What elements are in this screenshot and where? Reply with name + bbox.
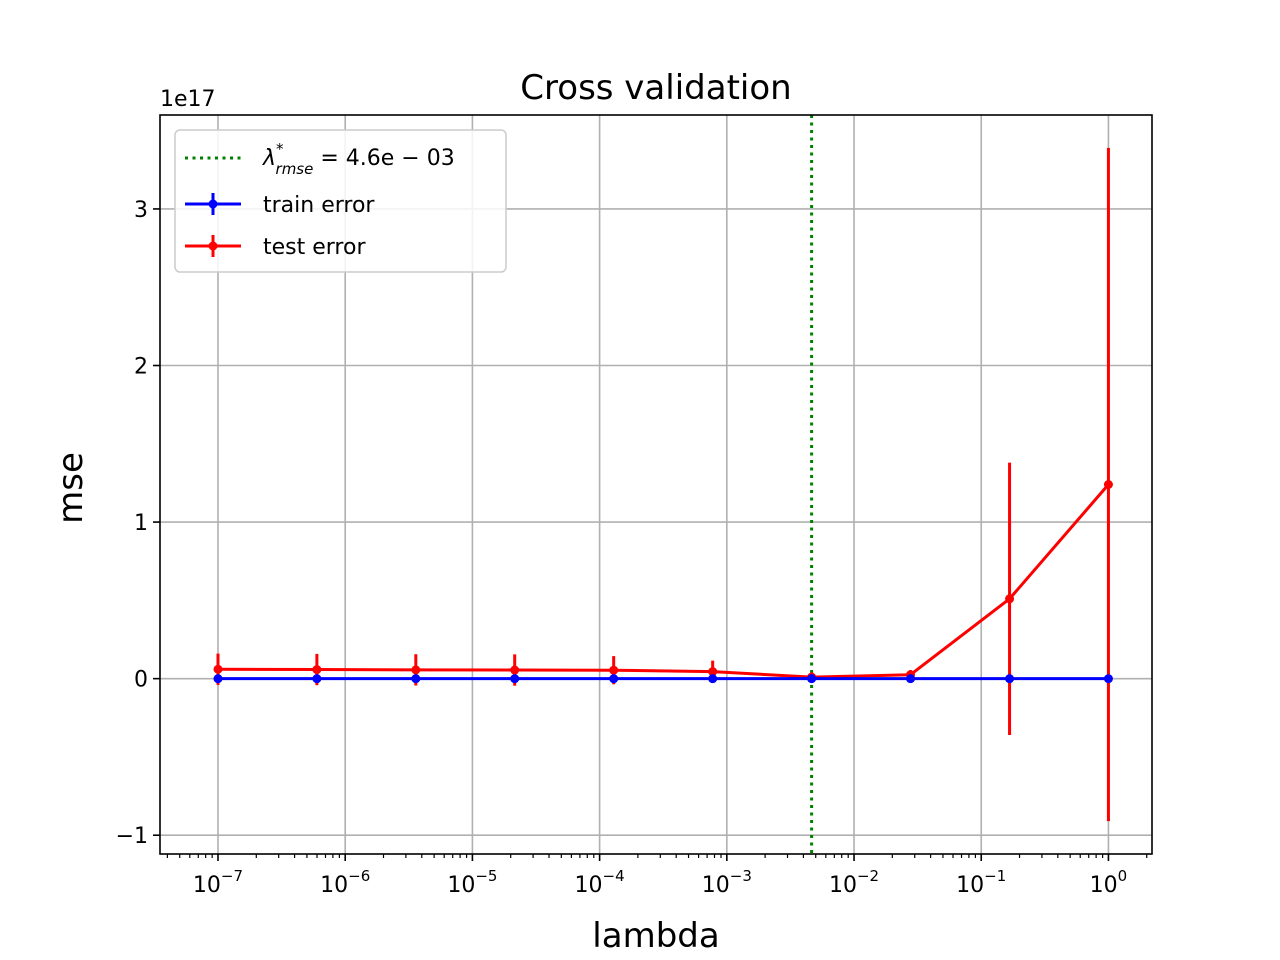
x-tick-label-base: 10 — [447, 873, 475, 898]
data-point — [510, 674, 520, 684]
x-tick-label: 10−5 — [447, 867, 497, 898]
x-axis-label: lambda — [592, 916, 719, 956]
data-point — [708, 674, 718, 684]
data-point — [1005, 674, 1015, 684]
legend-train-label: train error — [263, 193, 375, 218]
data-point — [609, 674, 619, 684]
x-tick-label-exp: −7 — [221, 867, 243, 885]
data-point — [906, 674, 916, 684]
x-tick-label-exp: −5 — [475, 867, 497, 885]
x-tick-label: 10−1 — [956, 867, 1006, 898]
legend-test-label: test error — [263, 235, 366, 260]
x-tick-label: 100 — [1090, 867, 1128, 898]
data-point — [609, 665, 619, 675]
legend-test-marker — [208, 241, 218, 251]
legend-vline-label: λ* rmse = 4.6e − 03 — [262, 140, 455, 178]
x-tick-label: 10−3 — [702, 867, 752, 898]
x-tick-label: 10−7 — [193, 867, 243, 898]
data-point — [708, 667, 718, 677]
y-offset-label: 1e17 — [160, 87, 216, 112]
data-point — [1103, 674, 1113, 684]
x-tick-label-base: 10 — [829, 873, 857, 898]
x-tick-label-exp: −1 — [984, 867, 1006, 885]
legend-train-marker — [208, 199, 218, 209]
x-tick-label: 10−2 — [829, 867, 879, 898]
y-tick-label: −1 — [116, 824, 148, 849]
legend-box — [174, 129, 507, 273]
data-point — [213, 674, 223, 684]
data-point — [411, 665, 421, 675]
data-point — [312, 674, 322, 684]
data-point — [1005, 594, 1015, 604]
x-tick-label-exp: −3 — [730, 867, 752, 885]
x-tick-label: 10−4 — [575, 867, 625, 898]
legend: λ* rmse = 4.6e − 03 train error test erro… — [174, 129, 507, 273]
x-tick-label-exp: −4 — [603, 867, 625, 885]
legend-vline-label-main: λ — [262, 146, 276, 171]
x-tick-label-base: 10 — [956, 873, 984, 898]
x-tick-label-base: 10 — [193, 873, 221, 898]
chart-title: Cross validation — [520, 68, 791, 108]
series-train-error — [213, 674, 1113, 684]
y-tick-label: 0 — [134, 668, 148, 693]
series-line — [217, 483, 1110, 679]
y-tick-label: 2 — [134, 355, 148, 380]
x-tick-label: 10−6 — [320, 867, 370, 898]
legend-vline-label-sup: * — [276, 140, 284, 158]
y-axis-label: mse — [51, 452, 91, 524]
data-point — [807, 674, 817, 684]
x-tick-label-exp: −6 — [348, 867, 370, 885]
data-point — [510, 665, 520, 675]
y-tick-label: 1 — [134, 511, 148, 536]
series-group — [213, 147, 1113, 822]
x-tick-label-base: 10 — [702, 873, 730, 898]
legend-vline-label-sub: rmse — [276, 160, 314, 178]
x-tick-label-exp: −2 — [857, 867, 879, 885]
x-tick-label-base: 10 — [575, 873, 603, 898]
plot-frame — [159, 114, 1153, 855]
legend-vline-label-rest: = 4.6e − 03 — [313, 146, 454, 171]
data-point — [312, 665, 322, 675]
x-tick-label-exp: 0 — [1118, 867, 1128, 885]
x-tick-label-base: 10 — [320, 873, 348, 898]
data-point — [1103, 480, 1113, 489]
data-point — [411, 674, 421, 684]
data-point — [213, 664, 223, 674]
y-tick-label: 3 — [134, 198, 148, 223]
x-tick-label-base: 10 — [1090, 873, 1118, 898]
